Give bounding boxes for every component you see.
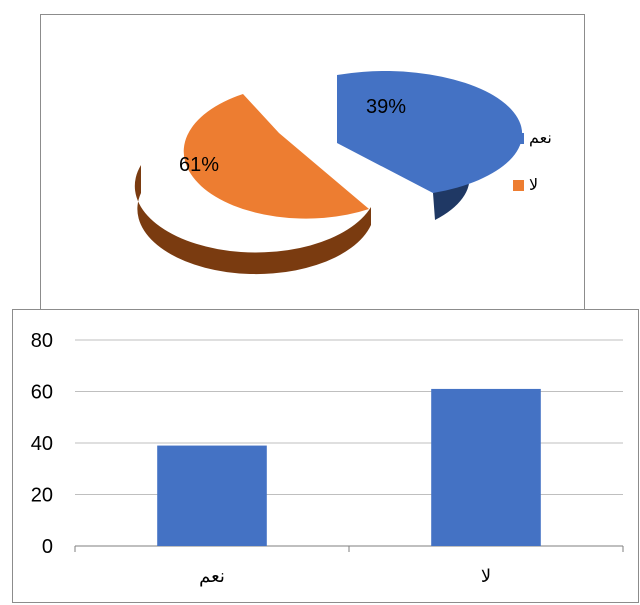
bar-0 xyxy=(157,445,267,546)
y-tick-label: 0 xyxy=(42,536,53,558)
legend-label-no: لا xyxy=(529,177,538,194)
pie-slice-yes xyxy=(337,71,523,193)
pie-chart-panel: 39% 61% نعم لا xyxy=(40,14,585,310)
pie-slice-side-no xyxy=(134,165,371,275)
x-category-label: لا xyxy=(481,566,491,586)
bar-chart: 0 20 40 60 80 نعم لا xyxy=(31,330,624,587)
y-tick-label: 80 xyxy=(31,330,53,352)
legend-label-yes: نعم xyxy=(529,130,552,147)
y-tick-label: 60 xyxy=(31,382,53,404)
legend-swatch-no xyxy=(513,180,524,191)
bar-chart-panel: 0 20 40 60 80 نعم لا xyxy=(12,309,639,603)
pie-slice-no xyxy=(183,94,369,219)
y-tick-label: 20 xyxy=(31,485,53,507)
pie-chart: 39% 61% نعم لا xyxy=(134,71,552,275)
y-tick-label: 40 xyxy=(31,433,53,455)
data-label-no: 61% xyxy=(179,154,219,176)
bar-1 xyxy=(431,388,541,546)
x-category-label: نعم xyxy=(199,566,225,587)
legend-swatch-yes xyxy=(513,133,524,144)
data-label-yes: 39% xyxy=(366,96,406,118)
